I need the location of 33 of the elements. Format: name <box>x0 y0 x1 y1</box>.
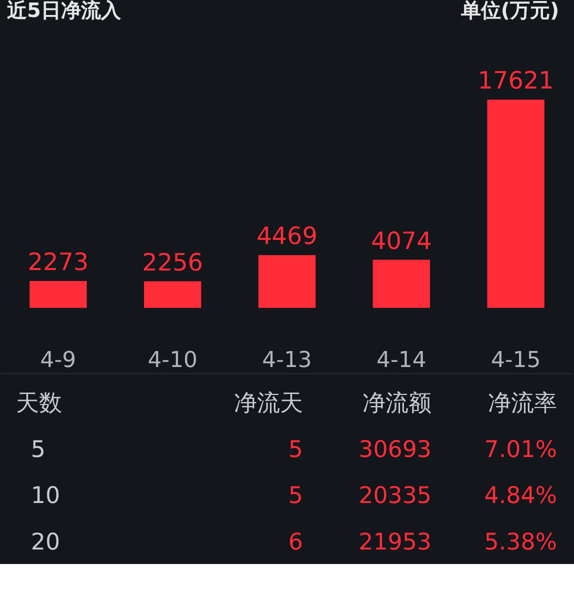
x-tick-label: 4-10 <box>148 348 198 374</box>
text: 单位(万元) <box>460 0 560 22</box>
text: 5.38% <box>484 530 558 556</box>
x-tick-label: 4-13 <box>262 348 312 374</box>
text: 5 <box>30 436 46 463</box>
text: 4.84% <box>484 483 558 510</box>
x-tick-label: 4-15 <box>490 348 541 374</box>
text: 6 <box>288 530 303 556</box>
bar <box>487 100 544 308</box>
text: 天数 <box>16 390 62 417</box>
data-label: 4074 <box>370 226 432 255</box>
text: 30693 <box>358 436 432 463</box>
text: 21953 <box>358 530 432 556</box>
x-tick-label: 4-9 <box>40 348 76 374</box>
text: 20 <box>30 530 60 556</box>
data-label: 4469 <box>256 222 318 250</box>
text: 7.01% <box>484 436 558 463</box>
bar <box>258 255 316 308</box>
text: 10 <box>30 483 60 510</box>
x-tick-label: 4-14 <box>376 348 426 374</box>
text: 5 <box>288 483 303 510</box>
chart-title: 近5日净流入 <box>6 0 122 22</box>
data-label: 2273 <box>28 248 89 276</box>
data-label: 2256 <box>142 248 204 276</box>
text: 净流额 <box>362 390 432 417</box>
data-label: 17621 <box>478 66 554 95</box>
text: 20335 <box>358 483 432 510</box>
bar <box>372 260 430 308</box>
text: 净流率 <box>488 390 558 417</box>
text: 5 <box>288 436 303 463</box>
bar <box>144 281 202 308</box>
text: 净流天 <box>234 390 303 417</box>
bar <box>30 281 87 308</box>
